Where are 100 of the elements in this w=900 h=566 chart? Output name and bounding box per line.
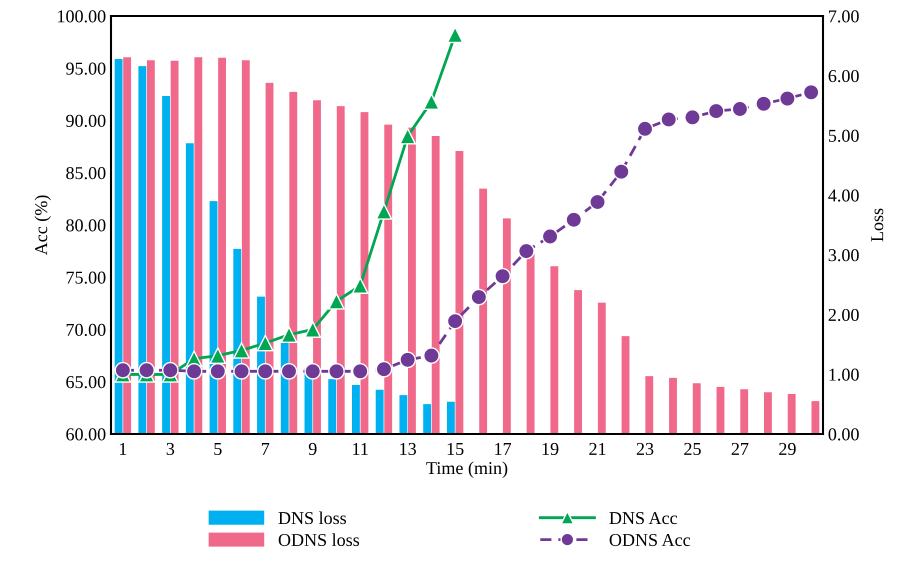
bar <box>266 82 274 434</box>
y2-axis-title: Loss <box>871 208 884 242</box>
point <box>328 362 345 380</box>
bar <box>313 100 321 434</box>
point <box>399 128 416 145</box>
point <box>376 360 392 378</box>
y2-tick-label: 3.00 <box>828 249 859 262</box>
point <box>280 362 298 380</box>
x-tick-label: 11 <box>353 442 368 455</box>
x-tick-label: 7 <box>262 443 270 455</box>
point <box>352 277 369 294</box>
point <box>636 120 654 138</box>
y2-tick-label: 1.00 <box>829 368 859 381</box>
point <box>352 362 369 380</box>
x-tick-label: 15 <box>448 442 464 456</box>
bar <box>408 128 416 434</box>
y-tick-label: 90.00 <box>66 114 106 128</box>
y-tick-label: 95.00 <box>66 62 106 75</box>
point <box>732 100 748 118</box>
y-axis-title: Acc (%) <box>34 195 51 256</box>
point <box>162 362 179 379</box>
bar <box>502 218 511 434</box>
bar <box>399 395 408 434</box>
bar <box>123 57 132 434</box>
x-tick-label: 21 <box>589 442 606 455</box>
point <box>612 163 630 180</box>
bar <box>574 290 582 434</box>
bar <box>218 58 226 434</box>
point <box>114 362 132 379</box>
y-tick-label: 85.00 <box>66 167 106 180</box>
point <box>494 268 511 285</box>
bar <box>162 96 170 434</box>
x-axis-title: Time (min) <box>426 461 508 478</box>
bar <box>146 60 155 434</box>
point <box>802 84 820 101</box>
point <box>233 362 250 380</box>
bar <box>645 376 654 434</box>
y-tick-label: 60.00 <box>66 428 106 441</box>
bar <box>455 150 464 434</box>
y-tick-label: 70.00 <box>66 324 106 336</box>
bar <box>669 378 677 434</box>
y2-tick-label: 5.00 <box>828 130 859 142</box>
bar <box>446 402 455 434</box>
y-tick-label: 80.00 <box>66 219 106 232</box>
bar <box>692 383 701 434</box>
point <box>589 194 606 210</box>
bar <box>138 66 146 434</box>
x-tick-label: 5 <box>214 443 222 456</box>
point <box>470 288 488 306</box>
bar <box>479 188 488 434</box>
bar <box>114 58 123 434</box>
y-tick-label: 65.00 <box>66 376 106 388</box>
bar <box>811 401 820 434</box>
y2-tick-label: 0.00 <box>828 428 859 441</box>
point <box>518 242 535 260</box>
point <box>779 90 796 107</box>
bar <box>376 390 384 434</box>
bar <box>423 404 432 434</box>
x-tick-label: 3 <box>166 442 174 456</box>
bar <box>622 336 630 434</box>
point <box>708 102 725 120</box>
point <box>423 347 440 364</box>
y2-tick-label: 6.00 <box>828 70 859 82</box>
bar <box>526 254 535 434</box>
legend-label: ODNS Acc <box>610 534 690 546</box>
bar <box>716 386 724 434</box>
bar <box>764 392 772 434</box>
bar <box>170 60 179 434</box>
y2-tick-label: 2.00 <box>828 308 859 322</box>
y2-tick-label: 4.00 <box>828 189 859 202</box>
bar <box>432 136 440 434</box>
y-tick-label: 100.00 <box>58 10 106 23</box>
bar <box>550 266 558 434</box>
point <box>376 203 392 220</box>
x-tick-label: 17 <box>495 442 512 455</box>
point <box>446 312 464 330</box>
point <box>304 321 322 338</box>
x-tick-label: 27 <box>732 442 748 455</box>
bar <box>598 302 606 434</box>
point <box>542 228 558 245</box>
point <box>233 342 250 359</box>
bar <box>788 394 796 434</box>
legend-label: DNS loss <box>278 511 346 524</box>
point <box>256 334 274 352</box>
point <box>256 362 274 380</box>
point <box>280 326 298 344</box>
x-tick-label: 23 <box>636 442 654 456</box>
point <box>328 292 345 310</box>
point <box>209 362 226 380</box>
x-tick-label: 9 <box>308 442 317 456</box>
point <box>565 211 582 228</box>
point <box>755 95 772 112</box>
x-tick-label: 29 <box>779 442 796 456</box>
bar <box>352 385 360 434</box>
x-tick-label: 19 <box>542 442 558 456</box>
point <box>138 362 155 379</box>
legend-label: DNS Acc <box>609 512 678 524</box>
point <box>186 362 202 380</box>
y2-tick-label: 7.00 <box>829 10 859 23</box>
bar <box>194 57 202 434</box>
